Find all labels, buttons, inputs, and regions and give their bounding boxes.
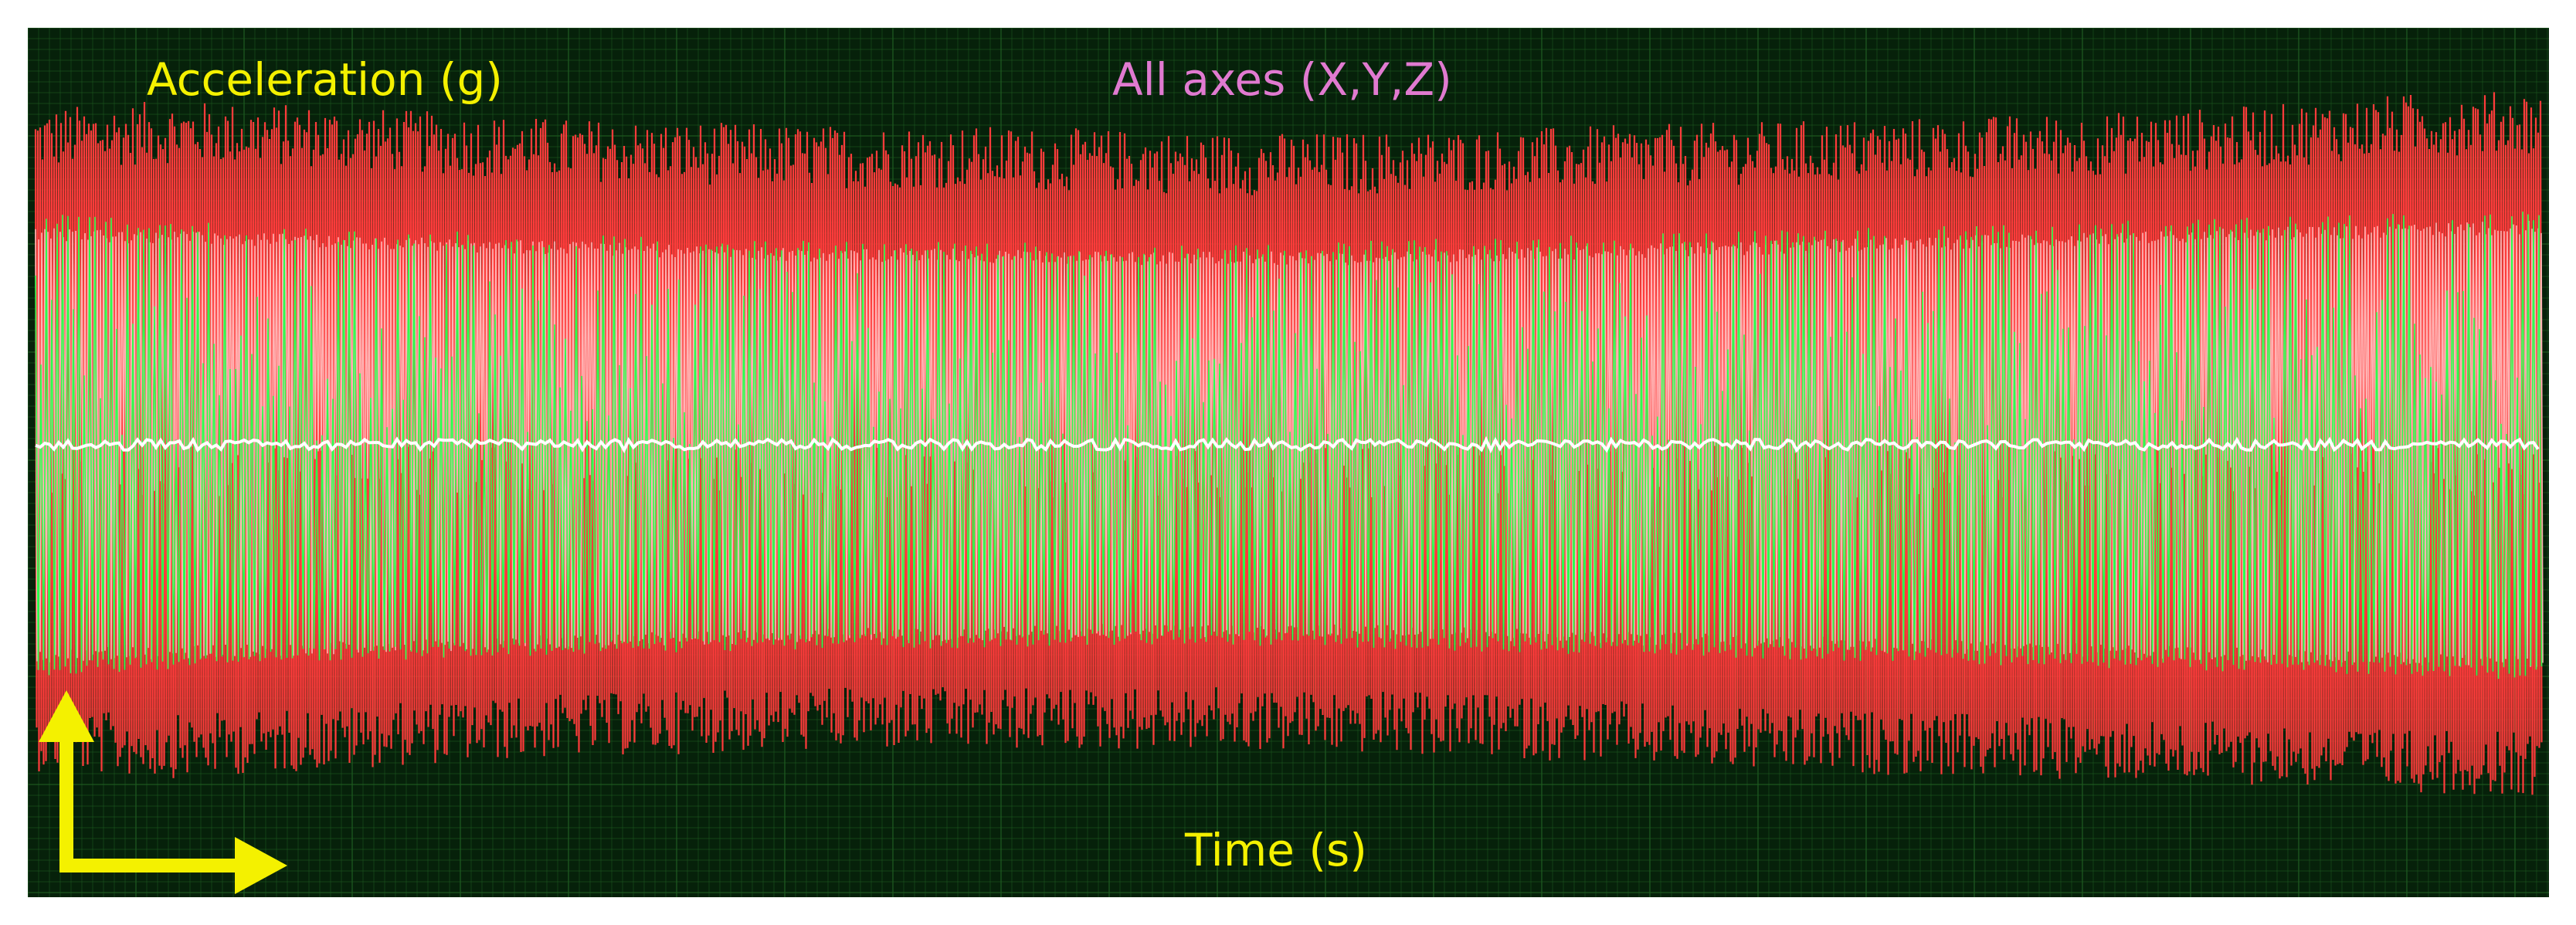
y-axis-label: Acceleration (g) [147,53,503,106]
plot-svg [28,28,2549,897]
trace-green [35,212,2543,679]
chart-title: All axes (X,Y,Z) [1112,53,1452,106]
x-axis-arrow-head [235,837,287,894]
x-axis-label: Time (s) [1185,824,1367,876]
oscilloscope-plot: Acceleration (g) All axes (X,Y,Z) Time (… [28,28,2549,897]
signal-traces [34,92,2544,795]
trace-pink [35,220,2544,667]
trace-midline [35,435,2540,454]
axis-arrows [39,690,287,894]
y-axis-arrow-head [39,690,94,742]
